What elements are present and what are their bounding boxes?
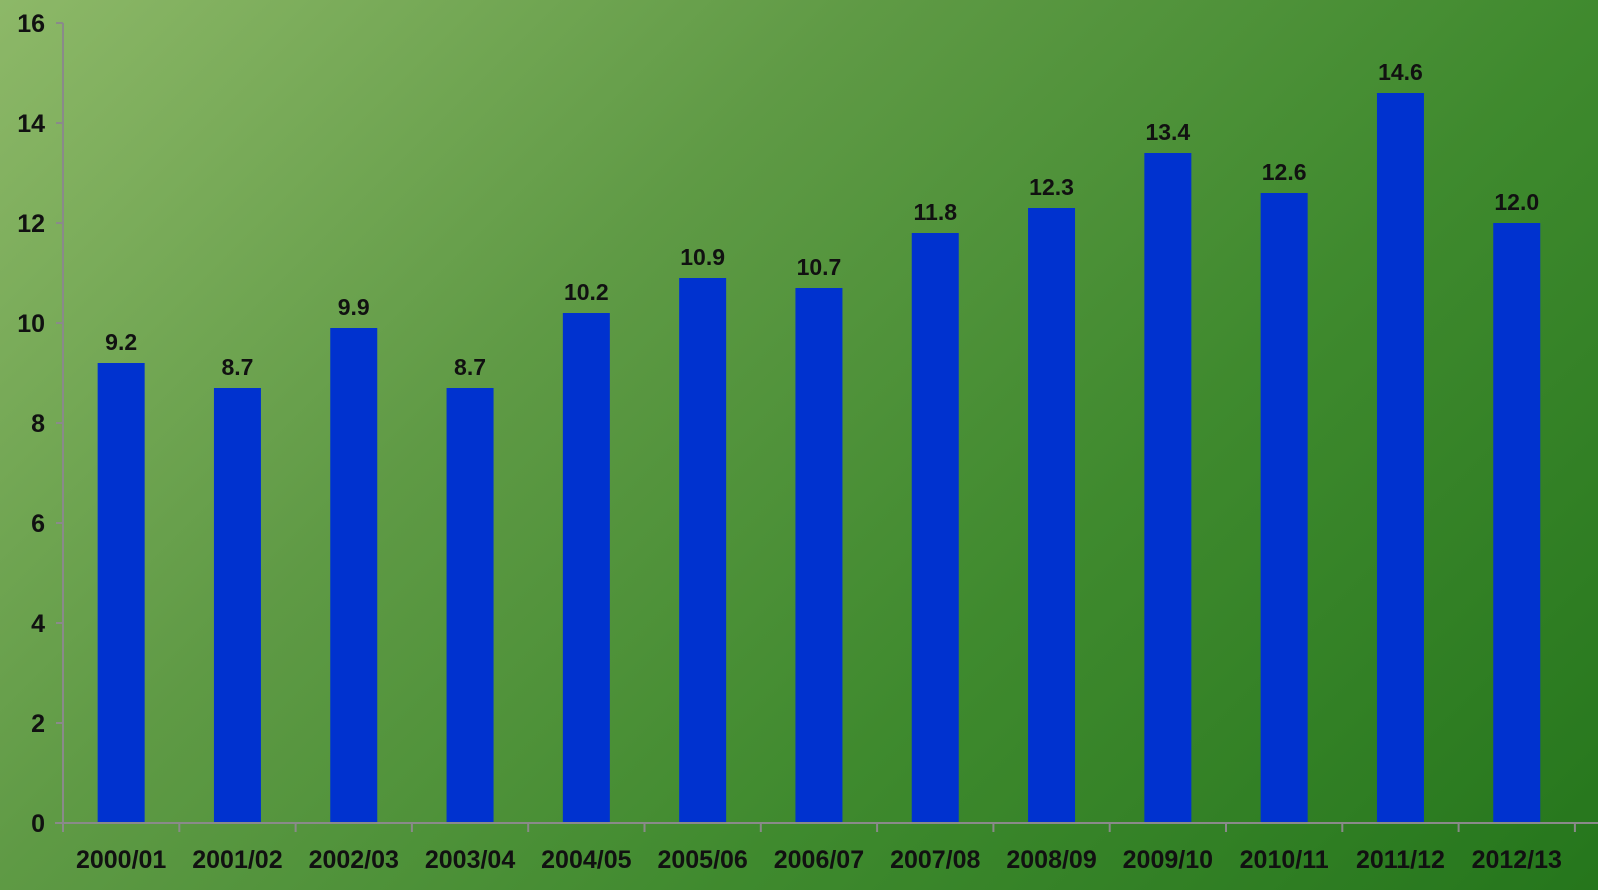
x-category-label: 2005/06: [657, 846, 747, 874]
bar-value-label: 12.6: [1262, 159, 1307, 185]
bar-value-label: 12.0: [1494, 189, 1539, 215]
bar-value-label: 10.9: [680, 244, 725, 270]
bar: [1028, 208, 1076, 823]
axes: [55, 22, 1598, 832]
x-category-label: 2007/08: [890, 846, 980, 874]
y-tick-label: 10: [17, 310, 45, 338]
bar: [795, 288, 843, 823]
x-category-label: 2002/03: [309, 846, 399, 874]
x-category-label: 2012/13: [1472, 846, 1562, 874]
x-category-label: 2009/10: [1123, 846, 1213, 874]
y-tick-label: 12: [17, 210, 45, 238]
bar-value-label: 11.8: [914, 199, 958, 225]
bar-value-label: 10.7: [797, 254, 842, 280]
x-category-label: 2010/11: [1240, 846, 1329, 874]
bar-value-label: 9.2: [105, 329, 137, 355]
bar-value-label: 14.6: [1378, 59, 1423, 85]
bars: [97, 93, 1541, 823]
bar-value-label: 9.9: [338, 294, 370, 320]
bar-value-label: 8.7: [221, 354, 253, 380]
y-tick-label: 6: [31, 510, 45, 538]
bar: [1144, 153, 1192, 823]
bar: [1493, 223, 1541, 823]
x-category-labels: 2000/01 2001/02 2002/03 2003/04 2004/05 2005/…: [76, 846, 1562, 874]
x-category-label: 2008/09: [1006, 846, 1096, 874]
value-labels: 9.2 8.7 9.9 8.7 10.2 10.9 10.7 11.8 12.3 13.4 12.6…: [105, 59, 1539, 380]
x-category-label: 2011/12: [1356, 846, 1445, 874]
x-category-label: 2001/02: [192, 846, 282, 874]
y-tick-labels: 0 2 4 6 8 10 12 14 16: [17, 10, 45, 838]
bar: [330, 328, 378, 823]
bar-value-label: 8.7: [454, 354, 486, 380]
bar-value-label: 12.3: [1029, 174, 1074, 200]
bar-value-label: 10.2: [564, 279, 609, 305]
y-tick-label: 8: [31, 410, 45, 438]
y-tick-label: 4: [31, 610, 45, 638]
bar: [97, 363, 145, 823]
x-category-label: 2000/01: [76, 846, 166, 874]
bar: [446, 388, 494, 823]
bar-value-label: 13.4: [1145, 119, 1190, 145]
bar: [213, 388, 261, 823]
bar: [911, 233, 959, 823]
x-category-label: 2003/04: [425, 846, 515, 874]
y-tick-label: 14: [17, 110, 45, 138]
x-category-label: 2006/07: [774, 846, 864, 874]
bar: [679, 278, 727, 823]
y-tick-label: 0: [31, 810, 45, 838]
y-tick-label: 16: [17, 10, 45, 38]
x-category-label: 2004/05: [541, 846, 631, 874]
bar: [1376, 93, 1424, 823]
bar: [562, 313, 610, 823]
y-tick-label: 2: [31, 710, 45, 738]
bar: [1260, 193, 1308, 823]
